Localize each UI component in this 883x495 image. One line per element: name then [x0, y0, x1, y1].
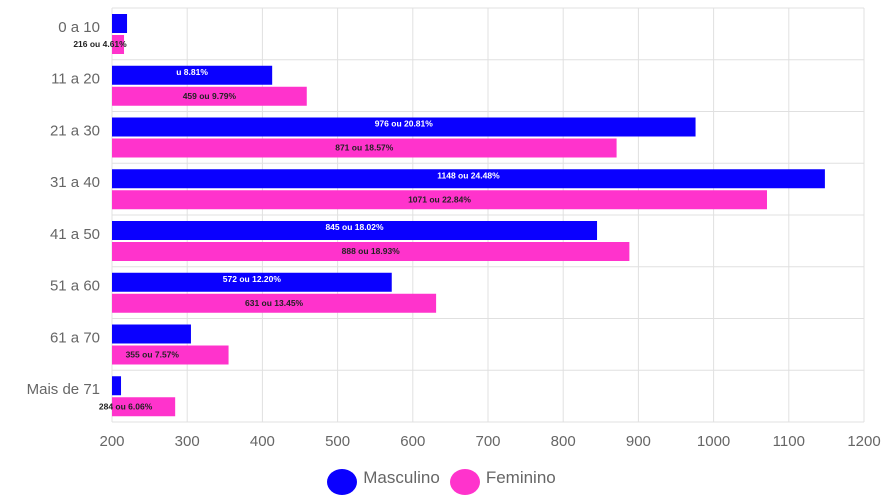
- bar-masculino: [112, 376, 122, 396]
- data-label-masculino: 572 ou 12.20%: [223, 274, 282, 284]
- legend-item-masculino[interactable]: Masculino: [327, 461, 440, 495]
- data-label-feminino: 871 ou 18.57%: [335, 143, 394, 153]
- x-tick-label: 500: [325, 433, 350, 450]
- bar-feminino: [112, 190, 767, 210]
- x-tick-label: 1200: [847, 433, 880, 450]
- data-label-masculino: 1148 ou 24.48%: [437, 170, 500, 180]
- x-tick-label: 800: [551, 433, 576, 450]
- bar-feminino: [112, 35, 125, 54]
- data-label-feminino: 355 ou 7.57%: [126, 350, 180, 360]
- bar-masculino: [112, 14, 128, 33]
- data-label-feminino: 1071 ou 22.84%: [408, 194, 471, 204]
- bar-masculino: [112, 272, 392, 292]
- x-tick-label: 700: [475, 433, 500, 450]
- legend-label-feminino: Feminino: [485, 467, 556, 487]
- y-tick-label: Mais de 71: [27, 381, 100, 398]
- bar-feminino: [112, 138, 617, 158]
- x-tick-label: 200: [99, 433, 124, 450]
- legend-swatch-masculino: [327, 468, 358, 495]
- data-label-feminino: 888 ou 18.93%: [342, 246, 401, 256]
- bar-masculino: [112, 117, 696, 137]
- bar-feminino: [112, 293, 437, 313]
- data-label-masculino: u 8.81%: [176, 67, 208, 77]
- data-label-masculino: 845 ou 18.02%: [325, 222, 384, 232]
- bar-feminino: [112, 242, 630, 261]
- y-tick-label: 0 a 10: [58, 19, 100, 36]
- bar-feminino: [112, 86, 307, 106]
- legend-label-masculino: Masculino: [363, 467, 440, 487]
- bar-masculino: [112, 65, 273, 85]
- x-tick-label: 900: [626, 433, 651, 450]
- data-label-feminino: 216 ou 4.61%: [73, 39, 127, 49]
- y-tick-label: 21 a 30: [50, 122, 100, 139]
- y-tick-label: 61 a 70: [50, 329, 100, 346]
- x-tick-label: 300: [175, 433, 200, 450]
- y-tick-label: 51 a 60: [50, 278, 100, 295]
- y-tick-label: 11 a 20: [51, 71, 100, 88]
- y-tick-label: 31 a 40: [50, 174, 100, 191]
- bar-masculino: [112, 221, 598, 240]
- legend-item-feminino[interactable]: Feminino: [449, 461, 556, 495]
- data-label-feminino: 284 ou 6.06%: [99, 401, 153, 411]
- x-tick-label: 1100: [773, 433, 805, 450]
- bar-feminino: [112, 345, 229, 365]
- data-label-masculino: 976 ou 20.81%: [375, 119, 434, 129]
- data-label-feminino: 631 ou 13.45%: [245, 298, 304, 308]
- data-label-feminino: 459 ou 9.79%: [183, 91, 237, 101]
- legend: Masculino Feminino: [0, 466, 883, 495]
- x-tick-label: 400: [250, 433, 275, 450]
- y-tick-label: 41 a 50: [50, 226, 100, 243]
- legend-swatch-feminino: [449, 468, 480, 495]
- bar-chart: 200 300 400 500 600 700 800 900 1000 1100 1200 0 a …: [27, 7, 881, 450]
- x-tick-label: 600: [400, 433, 425, 450]
- x-tick-label: 1000: [697, 433, 730, 450]
- bar-masculino: [112, 169, 825, 189]
- bar-feminino: [112, 397, 176, 417]
- bar-masculino: [112, 324, 191, 344]
